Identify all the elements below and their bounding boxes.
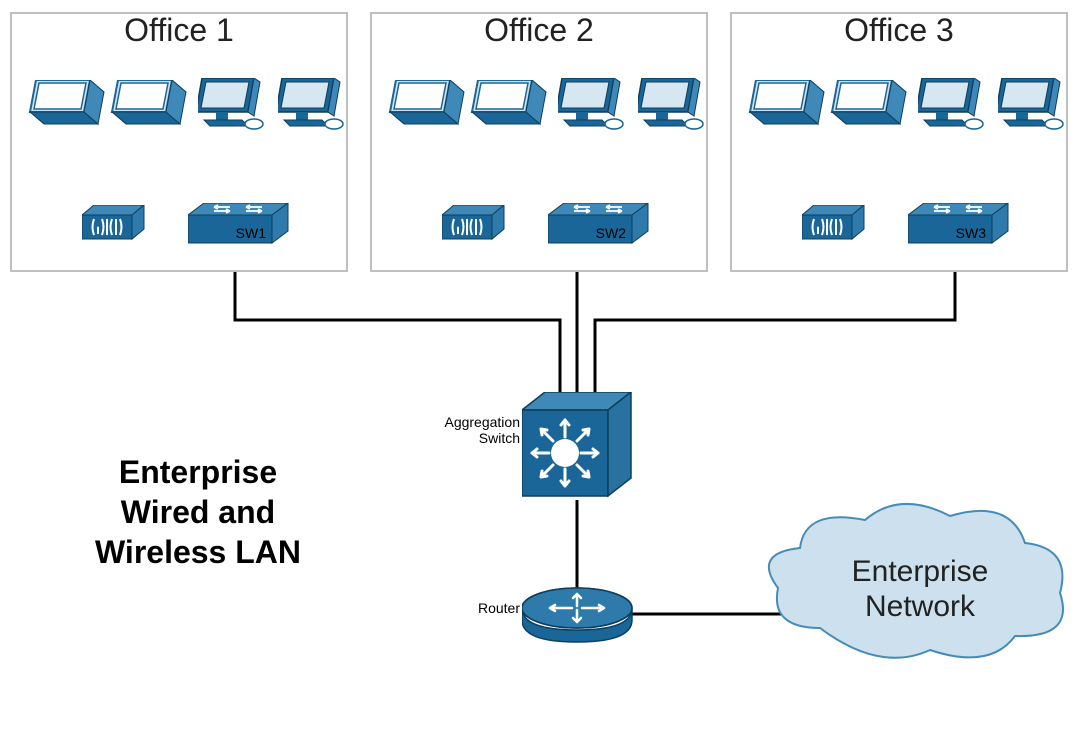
office-1-title: Office 1: [12, 12, 346, 49]
office-3-pc-2: [998, 78, 1070, 133]
office-1-box: Office 1: [10, 12, 348, 272]
office-3-title: Office 3: [732, 12, 1066, 49]
agg-label-line2: Switch: [479, 430, 520, 446]
office-2-title: Office 2: [372, 12, 706, 49]
aggregation-switch-label: Aggregation Switch: [430, 414, 520, 446]
office-3-switch-label: SW3: [920, 225, 986, 241]
office-2-laptop-2: [470, 80, 550, 135]
office-3-ap: [802, 205, 868, 243]
office-2-laptop-1: [388, 80, 468, 135]
office-1-laptop-2: [110, 80, 190, 135]
office-3-box: Office 3: [730, 12, 1068, 272]
office-1-pc-2: [278, 78, 350, 133]
agg-label-line1: Aggregation: [444, 414, 520, 430]
title-line2: Wired and: [121, 494, 275, 530]
router-icon: [522, 586, 636, 646]
office-1-laptop-1: [28, 80, 108, 135]
aggregation-switch-icon: [522, 392, 636, 502]
office-2-pc-1: [558, 78, 630, 133]
cloud-label-line2: Network: [865, 590, 975, 623]
office-3-laptop-2: [830, 80, 910, 135]
diagram-title: Enterprise Wired and Wireless LAN: [68, 452, 328, 572]
office-2-ap: [442, 205, 508, 243]
title-line1: Enterprise: [119, 454, 277, 490]
office-1-switch-label: SW1: [200, 225, 266, 241]
enterprise-cloud-label: Enterprise Network: [820, 555, 1020, 624]
office-1-pc-1: [198, 78, 270, 133]
office-2-switch-label: SW2: [560, 225, 626, 241]
office-2-box: Office 2: [370, 12, 708, 272]
office-2-pc-2: [638, 78, 710, 133]
cloud-label-line1: Enterprise: [852, 555, 989, 588]
office-3-laptop-1: [748, 80, 828, 135]
title-line3: Wireless LAN: [95, 534, 301, 570]
router-label: Router: [468, 600, 520, 616]
office-1-ap: [82, 205, 148, 243]
office-3-pc-1: [918, 78, 990, 133]
